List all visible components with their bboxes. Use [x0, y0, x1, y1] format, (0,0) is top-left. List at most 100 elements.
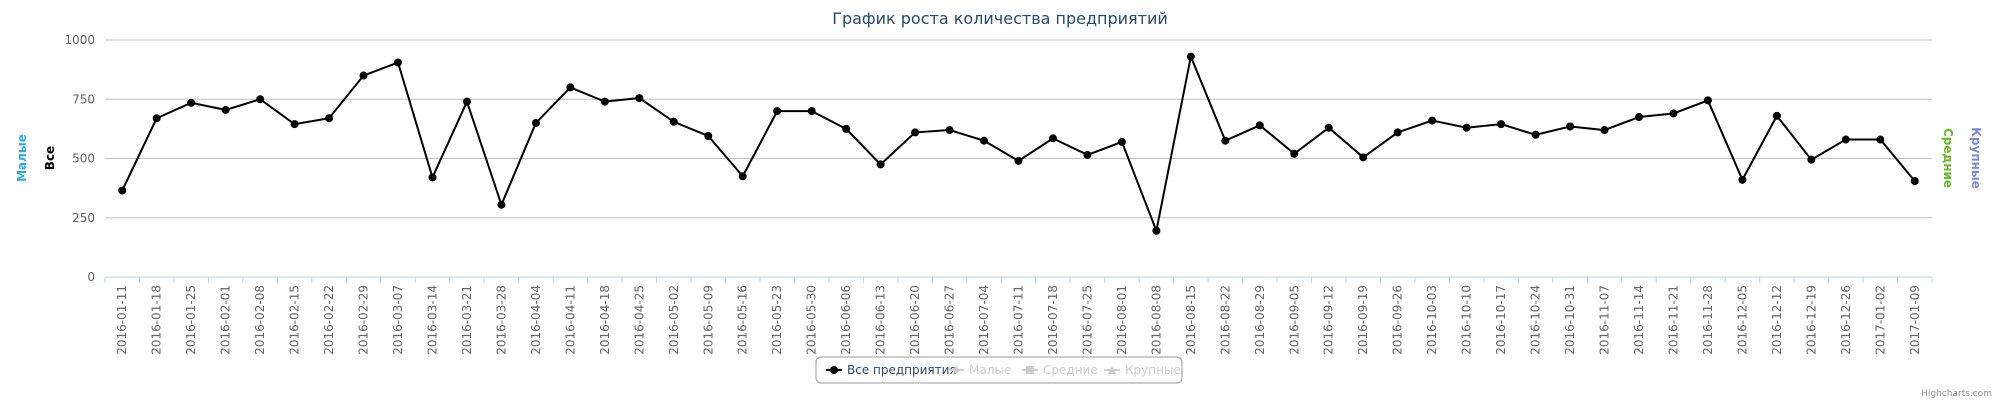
data-point: [738, 172, 747, 181]
x-tick-label: 2016-09-26: [1391, 285, 1405, 355]
x-tick-label: 2016-03-21: [460, 285, 474, 355]
axis-title: Крупные: [1969, 127, 1983, 189]
data-point: [600, 97, 609, 106]
x-tick-label: 2016-05-09: [701, 285, 715, 355]
data-point: [1048, 134, 1057, 143]
data-point: [566, 83, 575, 92]
x-tick-label: 2016-12-19: [1804, 285, 1818, 355]
data-point: [118, 186, 127, 195]
x-tick-label: 2016-12-05: [1735, 285, 1749, 355]
series-line: [121, 53, 1916, 235]
data-point: [256, 95, 265, 104]
legend-symbol: [952, 366, 960, 374]
x-tick-label: 2016-06-20: [908, 285, 922, 355]
x-tick-label: 2016-03-28: [494, 285, 508, 355]
data-point: [1772, 111, 1781, 120]
data-point: [1497, 120, 1506, 129]
x-tick-label: 2016-03-07: [391, 285, 405, 355]
data-point: [187, 98, 196, 107]
data-point: [1359, 153, 1368, 162]
data-point: [1324, 123, 1333, 132]
data-point: [1876, 135, 1885, 144]
data-point: [394, 58, 403, 67]
data-point: [1669, 109, 1678, 118]
legend-item[interactable]: Крупные: [1125, 363, 1181, 377]
data-point: [1910, 177, 1919, 186]
data-point: [980, 136, 989, 145]
data-point: [1462, 123, 1471, 132]
x-tick-label: 2016-06-27: [943, 285, 957, 355]
y-tick-label: 1000: [64, 33, 95, 47]
chart-title: График роста количества предприятий: [832, 9, 1168, 28]
x-tick-label: 2016-09-12: [1322, 285, 1336, 355]
data-point: [1531, 130, 1540, 139]
data-point: [704, 131, 713, 140]
data-point: [773, 107, 782, 116]
x-tick-label: 2016-08-15: [1184, 285, 1198, 355]
data-point: [1841, 135, 1850, 144]
data-point: [842, 124, 851, 133]
data-point: [876, 160, 885, 169]
x-tick-label: 2016-07-25: [1080, 285, 1094, 355]
x-tick-label: 2016-10-24: [1529, 285, 1543, 355]
data-point: [1083, 150, 1092, 159]
x-tick-label: 2016-07-18: [1046, 285, 1060, 355]
data-point: [221, 105, 230, 114]
data-point: [462, 97, 471, 106]
data-point: [1014, 156, 1023, 165]
legend-item[interactable]: Средние: [1043, 363, 1098, 377]
y-tick-label: 750: [72, 92, 95, 106]
legend-item[interactable]: Малые: [969, 363, 1011, 377]
legend-symbol: [1026, 366, 1034, 374]
x-tick-label: 2016-01-11: [115, 285, 129, 355]
x-tick-label: 2016-02-15: [288, 285, 302, 355]
x-tick-label: 2016-11-28: [1701, 285, 1715, 355]
y-tick-label: 500: [72, 152, 95, 166]
data-point: [1703, 96, 1712, 105]
data-point: [1634, 113, 1643, 122]
x-tick-label: 2016-10-10: [1460, 285, 1474, 355]
data-point: [911, 128, 920, 137]
y-tick-label: 0: [87, 270, 95, 284]
data-point: [1738, 175, 1747, 184]
x-tick-label: 2016-07-11: [1012, 285, 1026, 355]
x-tick-label: 2017-01-09: [1908, 285, 1922, 355]
data-point: [152, 114, 161, 123]
x-tick-label: 2016-09-19: [1356, 285, 1370, 355]
data-point: [359, 71, 368, 80]
credits[interactable]: Highcharts.com: [1921, 389, 1992, 399]
data-point: [807, 107, 816, 116]
data-point: [669, 117, 678, 126]
x-tick-label: 2016-01-25: [184, 285, 198, 355]
x-tick-label: 2016-04-11: [563, 285, 577, 355]
x-tick-label: 2016-05-02: [667, 285, 681, 355]
axis-title: Средние: [1941, 128, 1955, 188]
x-tick-label: 2016-05-30: [805, 285, 819, 355]
x-tick-label: 2016-08-29: [1253, 285, 1267, 355]
data-point: [635, 94, 644, 103]
legend-symbol: [1108, 366, 1116, 374]
x-tick-label: 2016-11-07: [1598, 285, 1612, 355]
x-tick-label: 2016-10-17: [1494, 285, 1508, 355]
data-point: [1186, 52, 1195, 61]
x-tick-label: 2016-02-08: [253, 285, 267, 355]
x-tick-label: 2016-11-14: [1632, 285, 1646, 355]
x-tick-label: 2016-01-18: [150, 285, 164, 355]
x-tick-label: 2017-01-02: [1873, 285, 1887, 355]
legend-symbol: [830, 366, 838, 374]
data-point: [497, 200, 506, 209]
x-tick-label: 2016-03-14: [425, 285, 439, 355]
x-tick-label: 2016-10-31: [1563, 285, 1577, 355]
x-tick-label: 2016-12-12: [1770, 285, 1784, 355]
data-point: [1807, 155, 1816, 164]
x-tick-label: 2016-10-03: [1425, 285, 1439, 355]
x-tick-label: 2016-04-18: [598, 285, 612, 355]
x-tick-label: 2016-02-22: [322, 285, 336, 355]
x-tick-label: 2016-08-22: [1218, 285, 1232, 355]
data-point: [531, 118, 540, 127]
x-tick-label: 2016-04-25: [632, 285, 646, 355]
legend-item[interactable]: Все предприятия: [847, 363, 957, 377]
axis-title: Все: [43, 146, 57, 170]
x-tick-label: 2016-05-16: [736, 285, 750, 355]
data-point: [1221, 136, 1230, 145]
